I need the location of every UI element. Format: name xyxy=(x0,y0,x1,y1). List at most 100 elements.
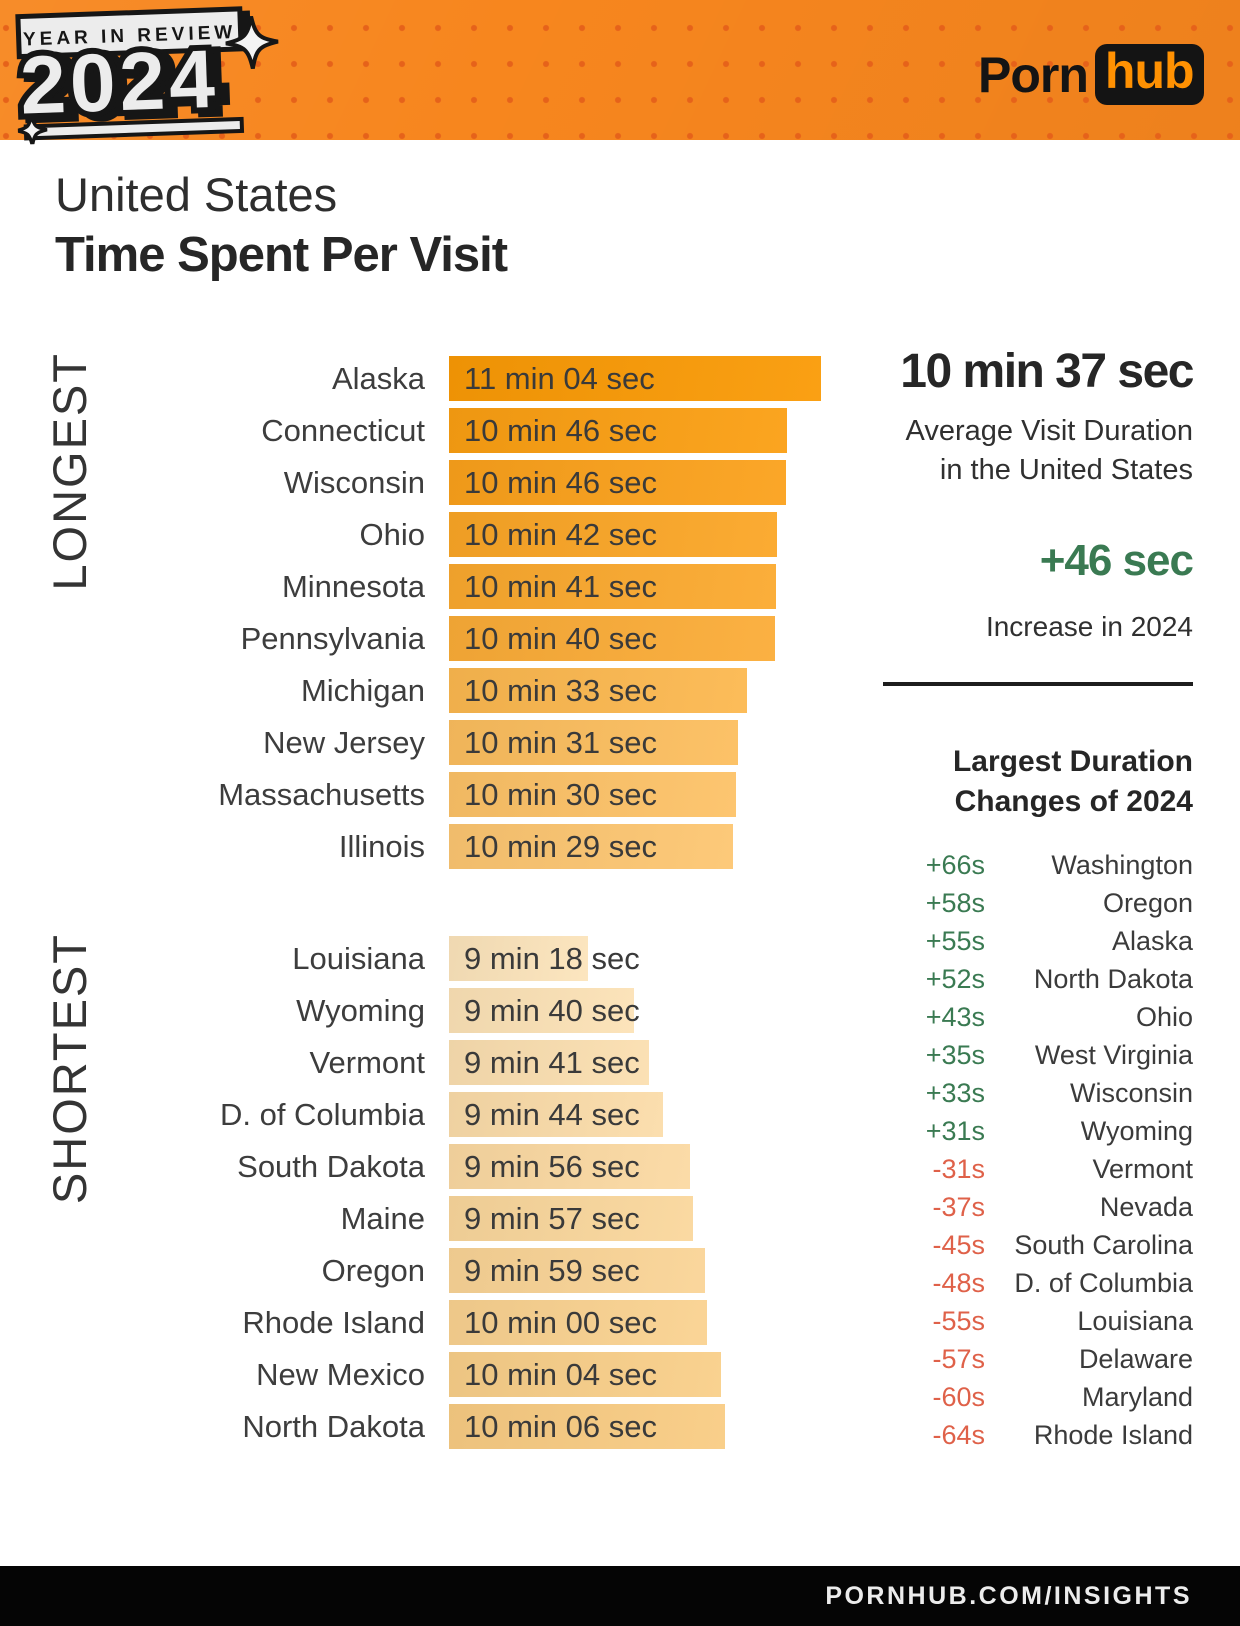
change-row: -64s Rhode Island xyxy=(875,1416,1193,1454)
duration-value: 9 min 56 sec xyxy=(464,1148,640,1184)
footer-bar: PORNHUB.COM/INSIGHTS xyxy=(0,1566,1240,1626)
state-label: Massachusetts xyxy=(218,776,425,812)
duration-value: 9 min 18 sec xyxy=(464,940,640,976)
change-row: -31s Vermont xyxy=(875,1150,1193,1188)
duration-bar: 9 min 56 sec xyxy=(449,1144,690,1189)
duration-value: 10 min 42 sec xyxy=(464,516,657,552)
change-delta: -31s xyxy=(932,1153,985,1184)
pornhub-logo-porn: Porn xyxy=(978,46,1089,103)
duration-bar: 11 min 04 sec xyxy=(449,356,821,401)
year-in-review-logo: YEAR IN REVIEW 2024 2024 xyxy=(13,0,291,150)
state-label: Maine xyxy=(340,1200,425,1236)
duration-bar: 10 min 46 sec xyxy=(449,460,786,505)
bar-row: New Mexico 10 min 04 sec xyxy=(0,1352,725,1397)
duration-bar: 10 min 31 sec xyxy=(449,720,738,765)
duration-bar: 10 min 41 sec xyxy=(449,564,776,609)
change-state: West Virginia xyxy=(1034,1039,1193,1070)
change-state: Wisconsin xyxy=(1069,1077,1193,1108)
duration-bar: 10 min 46 sec xyxy=(449,408,787,453)
duration-value: 9 min 59 sec xyxy=(464,1252,640,1288)
change-row: -45s South Carolina xyxy=(875,1226,1193,1264)
duration-value: 10 min 46 sec xyxy=(464,412,657,448)
duration-value: 10 min 29 sec xyxy=(464,828,657,864)
bar-row: D. of Columbia 9 min 44 sec xyxy=(0,1092,725,1137)
change-delta: -60s xyxy=(932,1381,985,1412)
increase-value: +46 sec xyxy=(1039,536,1194,585)
bar-row: Connecticut 10 min 46 sec xyxy=(0,408,821,453)
change-state: Alaska xyxy=(1111,925,1193,956)
change-state: Maryland xyxy=(1081,1381,1193,1412)
change-row: +33s Wisconsin xyxy=(875,1074,1193,1112)
duration-bar: 9 min 40 sec xyxy=(449,988,640,1033)
duration-bar: 9 min 18 sec xyxy=(449,936,640,981)
state-label: North Dakota xyxy=(242,1408,425,1444)
bar-row: Vermont 9 min 41 sec xyxy=(0,1040,725,1085)
change-delta: +52s xyxy=(925,963,985,994)
duration-bar: 10 min 04 sec xyxy=(449,1352,721,1397)
change-state: South Carolina xyxy=(1014,1229,1193,1260)
change-state: Vermont xyxy=(1092,1153,1193,1184)
duration-value: 9 min 44 sec xyxy=(464,1096,640,1132)
duration-value: 9 min 57 sec xyxy=(464,1200,640,1236)
duration-bar: 10 min 29 sec xyxy=(449,824,733,869)
increase-caption: Increase in 2024 xyxy=(985,611,1193,642)
change-state: North Dakota xyxy=(1033,963,1193,994)
bar-group-shortest: Louisiana 9 min 18 sec Wyoming 9 min 40 sec… xyxy=(0,936,725,1456)
state-label: New Jersey xyxy=(263,724,425,760)
bar-row: Wisconsin 10 min 46 sec xyxy=(0,460,821,505)
duration-value: 10 min 31 sec xyxy=(464,724,657,760)
summary-panel: 10 min 37 sec Average Visit Duration in … xyxy=(875,346,1195,1454)
change-delta: -57s xyxy=(932,1343,985,1374)
duration-value: 10 min 33 sec xyxy=(464,672,657,708)
change-state: Nevada xyxy=(1099,1191,1193,1222)
state-label: Louisiana xyxy=(292,940,425,976)
state-label: Illinois xyxy=(338,828,425,864)
title-region: United States xyxy=(55,168,338,221)
sparkle-icon xyxy=(225,16,279,69)
change-state: Ohio xyxy=(1135,1001,1193,1032)
bar-row: Massachusetts 10 min 30 sec xyxy=(0,772,821,817)
panel-divider xyxy=(883,682,1193,686)
pornhub-logo: Porn hub xyxy=(978,44,1204,105)
change-delta: +58s xyxy=(925,887,985,918)
state-label: Pennsylvania xyxy=(240,620,425,656)
change-delta: -45s xyxy=(932,1229,985,1260)
change-row: -48s D. of Columbia xyxy=(875,1264,1193,1302)
change-delta: +66s xyxy=(925,849,985,880)
changes-heading-line1: Largest Duration xyxy=(952,745,1193,778)
bar-group-longest: Alaska 11 min 04 sec Connecticut 10 min 46 … xyxy=(0,356,821,876)
change-row: -37s Nevada xyxy=(875,1188,1193,1226)
pornhub-logo-hub: hub xyxy=(1094,44,1204,105)
change-row: +55s Alaska xyxy=(875,922,1193,960)
state-label: Michigan xyxy=(300,672,425,708)
header-banner: YEAR IN REVIEW 2024 2024 Porn hub xyxy=(0,0,1240,146)
change-row: +35s West Virginia xyxy=(875,1036,1193,1074)
bar-row: Minnesota 10 min 41 sec xyxy=(0,564,821,609)
change-delta: +55s xyxy=(925,925,985,956)
bar-row: Illinois 10 min 29 sec xyxy=(0,824,821,869)
bar-row: Alaska 11 min 04 sec xyxy=(0,356,821,401)
change-row: -60s Maryland xyxy=(875,1378,1193,1416)
duration-value: 10 min 30 sec xyxy=(464,776,657,812)
bar-row: Ohio 10 min 42 sec xyxy=(0,512,821,557)
bar-row: Louisiana 9 min 18 sec xyxy=(0,936,725,981)
state-label: Minnesota xyxy=(281,568,425,604)
duration-bar: 10 min 40 sec xyxy=(449,616,775,661)
duration-bar: 10 min 42 sec xyxy=(449,512,777,557)
change-state: Louisiana xyxy=(1077,1305,1193,1336)
state-label: Wyoming xyxy=(296,992,425,1028)
change-row: -55s Louisiana xyxy=(875,1302,1193,1340)
change-row: +58s Oregon xyxy=(875,884,1193,922)
duration-value: 10 min 06 sec xyxy=(464,1408,657,1444)
duration-bar: 10 min 06 sec xyxy=(449,1404,725,1449)
state-label: Wisconsin xyxy=(283,464,425,500)
change-delta: -48s xyxy=(932,1267,985,1298)
duration-bar: 9 min 41 sec xyxy=(449,1040,649,1085)
duration-bar: 10 min 00 sec xyxy=(449,1300,707,1345)
average-caption-line1: Average Visit Duration xyxy=(905,415,1193,447)
title-metric: Time Spent Per Visit xyxy=(55,228,508,282)
change-delta: +43s xyxy=(925,1001,985,1032)
bar-row: Rhode Island 10 min 00 sec xyxy=(0,1300,725,1345)
changes-heading-line2: Changes of 2024 xyxy=(954,785,1193,818)
state-label: Alaska xyxy=(331,360,425,396)
